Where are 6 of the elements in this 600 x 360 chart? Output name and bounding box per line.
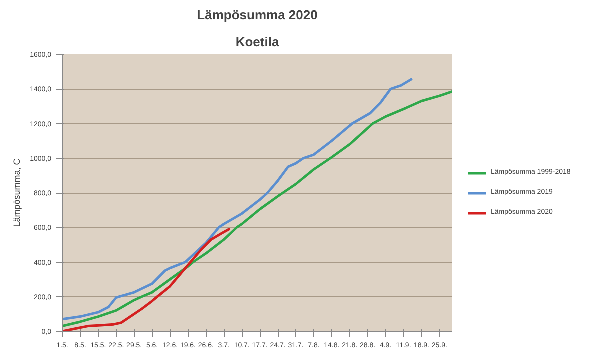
line-series — [62, 78, 413, 321]
line-series — [62, 90, 452, 328]
chart-subtitle: Koetila — [236, 34, 280, 50]
line-series — [62, 228, 231, 332]
y-axis-title: Lämpösumma, C — [12, 158, 22, 228]
chart-title: Lämpösumma 2020 — [197, 8, 318, 22]
